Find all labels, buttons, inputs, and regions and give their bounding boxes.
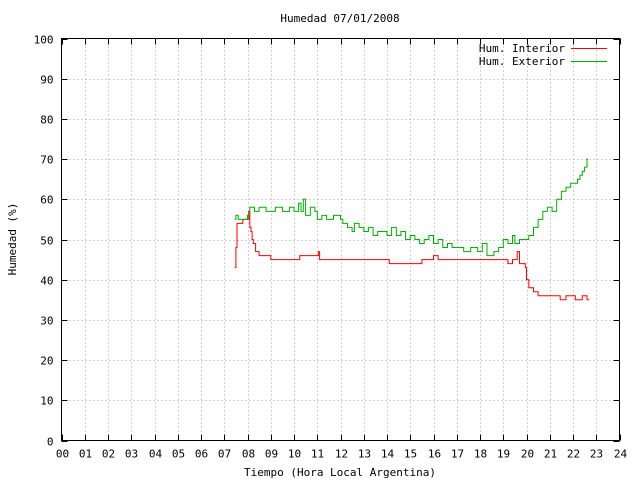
x-tick-label: 01: [79, 448, 92, 461]
x-tick-label: 19: [497, 448, 510, 461]
legend-label-hum-interior: Hum. Interior: [479, 42, 565, 55]
x-tick-label: 22: [567, 448, 580, 461]
x-tick-label: 05: [172, 448, 185, 461]
y-tick-label: 100: [34, 34, 54, 47]
x-tick-label: 09: [265, 448, 278, 461]
x-tick-label: 20: [521, 448, 534, 461]
y-axis-label: Humedad (%): [6, 203, 19, 276]
y-tick-label: 50: [40, 235, 53, 248]
x-tick-label: 14: [381, 448, 395, 461]
grid-lines: [61, 38, 620, 441]
y-tick-label: 20: [40, 355, 53, 368]
x-tick-label: 10: [288, 448, 301, 461]
y-tick-label: 90: [40, 74, 53, 87]
axis-ticks: [61, 38, 621, 442]
x-tick-label: 17: [451, 448, 464, 461]
x-tick-label: 12: [335, 448, 348, 461]
x-tick-label: 15: [404, 448, 417, 461]
y-tick-label: 10: [40, 395, 53, 408]
x-tick-label: 06: [195, 448, 208, 461]
series-lines: [234, 158, 590, 301]
x-tick-label: 21: [544, 448, 557, 461]
y-tick-label: 70: [40, 154, 53, 167]
x-tick-label: 24: [614, 448, 628, 461]
y-tick-label: 60: [40, 194, 53, 207]
series-line-hum-interior: [234, 210, 590, 301]
x-tick-label: 00: [56, 448, 69, 461]
x-tick-labels: 00 01 02 03 04 05 06 07 08 09 10 11 12 13 14 15 16 17 18 19…: [56, 448, 628, 461]
series-line-hum-exterior: [234, 158, 589, 257]
y-tick-labels: 0 10 20 30 40 50 60 70 80 90 100: [34, 34, 54, 449]
y-tick-label: 30: [40, 315, 53, 328]
x-tick-label: 11: [311, 448, 324, 461]
chart-title: Humedad 07/01/2008: [280, 12, 399, 25]
plot-frame: [61, 38, 620, 441]
y-tick-label: 40: [40, 275, 53, 288]
x-axis-label: Tiempo (Hora Local Argentina): [244, 466, 436, 479]
x-tick-label: 04: [149, 448, 163, 461]
x-tick-label: 18: [474, 448, 487, 461]
y-tick-label: 80: [40, 114, 53, 127]
x-tick-label: 03: [125, 448, 138, 461]
y-tick-label: 0: [47, 436, 54, 449]
x-tick-label: 08: [242, 448, 255, 461]
x-tick-label: 02: [102, 448, 115, 461]
x-tick-label: 23: [590, 448, 603, 461]
x-tick-label: 07: [218, 448, 231, 461]
x-tick-label: 16: [428, 448, 441, 461]
legend-label-hum-exterior: Hum. Exterior: [479, 55, 565, 68]
x-tick-label: 13: [358, 448, 371, 461]
